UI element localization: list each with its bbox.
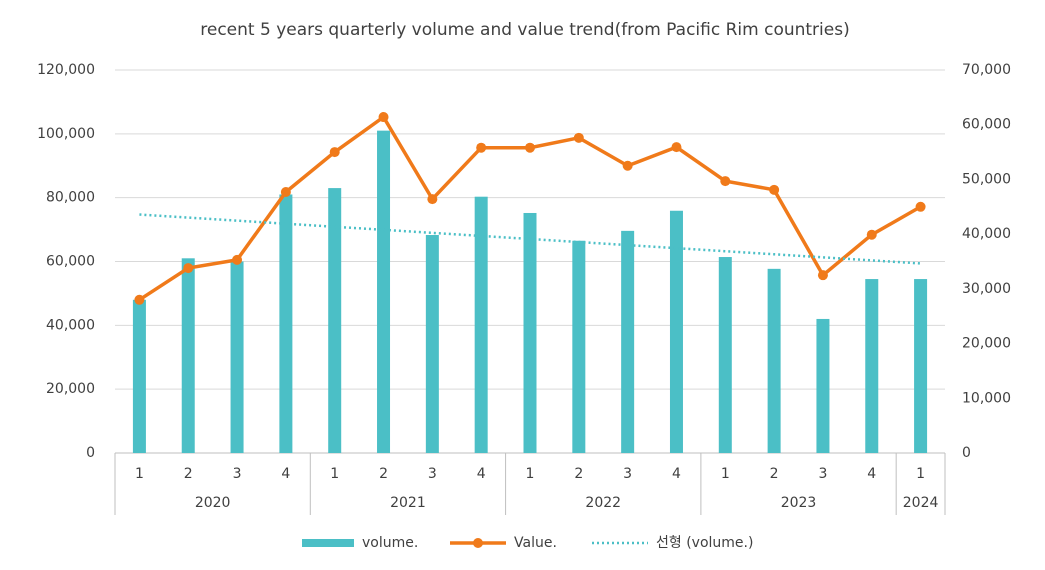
y2-tick-label: 0 [962, 445, 971, 461]
y-tick-label: 40,000 [46, 317, 95, 333]
value-point [817, 270, 828, 281]
value-point [427, 194, 438, 205]
x-tick-label: 4 [281, 466, 290, 482]
x-tick-label: 1 [526, 466, 535, 482]
bar [669, 210, 683, 453]
x-tick-label: 2 [770, 466, 779, 482]
x-tick-label: 3 [428, 466, 437, 482]
bar [767, 268, 781, 453]
bar [230, 261, 244, 453]
group-label: 2023 [781, 495, 817, 511]
value-point [378, 112, 389, 123]
x-tick-label: 1 [135, 466, 144, 482]
y-tick-label: 60,000 [46, 254, 95, 270]
legend-swatch [302, 539, 354, 547]
bar [865, 279, 879, 453]
x-tick-label: 1 [916, 466, 925, 482]
value-point [769, 184, 780, 195]
y-tick-label: 20,000 [46, 381, 95, 397]
value-point [671, 142, 682, 153]
value-point [866, 229, 877, 240]
y-tick-label: 0 [86, 445, 95, 461]
value-point [329, 147, 340, 158]
bar [279, 194, 293, 453]
value-point [573, 132, 584, 143]
trend-line [139, 213, 921, 265]
y-tick-label: 120,000 [37, 62, 95, 78]
group-label: 2022 [585, 495, 621, 511]
x-tick-label: 1 [330, 466, 339, 482]
value-point [232, 254, 243, 265]
x-tick-label: 4 [867, 466, 876, 482]
chart-title: recent 5 years quarterly volume and valu… [200, 20, 849, 40]
x-tick-label: 1 [721, 466, 730, 482]
value-point [915, 201, 926, 212]
x-tick-label: 4 [672, 466, 681, 482]
bar [132, 299, 146, 453]
bar [425, 235, 439, 453]
value-point [134, 294, 145, 305]
y2-tick-label: 40,000 [962, 226, 1011, 242]
x-tick-label: 2 [184, 466, 193, 482]
bar [523, 212, 537, 453]
y2-tick-label: 60,000 [962, 117, 1011, 133]
bar [816, 318, 830, 453]
x-tick-label: 3 [233, 466, 242, 482]
x-tick-label: 4 [477, 466, 486, 482]
bar [914, 279, 928, 453]
x-tick-label: 3 [818, 466, 827, 482]
legend-label: 선형 (volume.) [656, 535, 753, 551]
value-point [280, 187, 291, 198]
y-tick-label: 100,000 [37, 126, 95, 142]
legend-label: Value. [514, 535, 557, 551]
x-tick-label: 3 [623, 466, 632, 482]
group-label: 2024 [903, 495, 939, 511]
legend-label: volume. [362, 535, 418, 551]
x-tick-label: 2 [379, 466, 388, 482]
y2-tick-label: 30,000 [962, 281, 1011, 297]
bar [181, 258, 195, 453]
group-label: 2021 [390, 495, 426, 511]
value-point [622, 160, 633, 171]
value-point [476, 142, 487, 153]
legend-swatch [473, 538, 483, 548]
y2-tick-label: 70,000 [962, 62, 1011, 78]
bar [718, 257, 732, 453]
y-tick-label: 80,000 [46, 190, 95, 206]
value-point [525, 142, 535, 153]
bar [328, 188, 342, 453]
bar [621, 230, 635, 453]
y2-tick-label: 10,000 [962, 390, 1011, 406]
value-point [183, 263, 194, 274]
value-point [720, 176, 731, 187]
group-label: 2020 [195, 495, 231, 511]
bar [474, 196, 488, 453]
y2-tick-label: 50,000 [962, 171, 1011, 187]
bar [572, 240, 586, 453]
x-tick-label: 2 [574, 466, 583, 482]
bar [377, 130, 391, 453]
y2-tick-label: 20,000 [962, 336, 1011, 352]
